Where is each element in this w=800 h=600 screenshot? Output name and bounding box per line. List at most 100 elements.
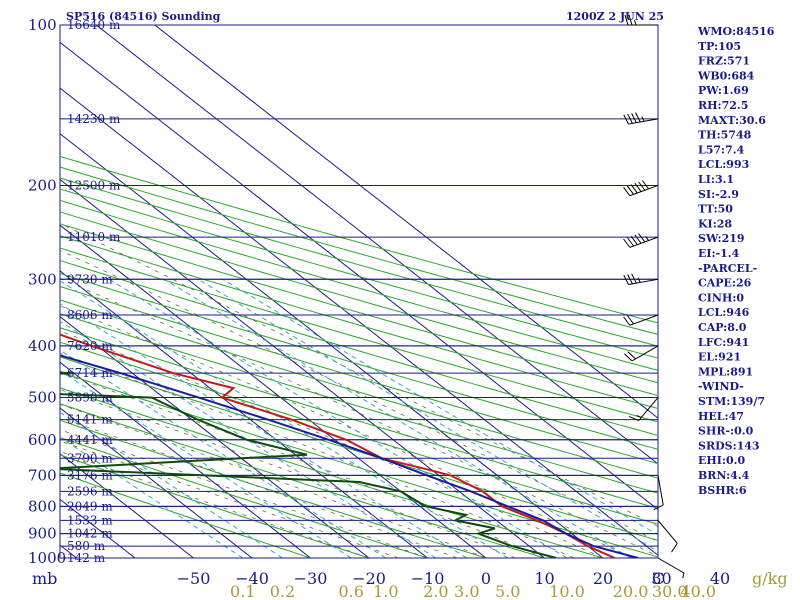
index-value: LFC:941 — [698, 336, 749, 349]
mixing-ratio-tick-label: 40.0 — [680, 582, 716, 600]
mixing-ratio-tick-label: 10.0 — [549, 582, 585, 600]
index-value: TT:50 — [698, 203, 733, 216]
height-label: 9730 m — [67, 272, 113, 286]
chart-title: SP516 (84516) Sounding — [66, 10, 221, 23]
height-label: 580 m — [67, 539, 106, 553]
index-value: SW:219 — [698, 232, 745, 245]
temperature-tick-label: 30 — [651, 569, 671, 588]
height-label: 3176 m — [67, 468, 113, 482]
index-value: HEL:47 — [698, 410, 744, 423]
index-value: LI:3.1 — [698, 173, 734, 186]
index-value: RH:72.5 — [698, 99, 748, 112]
index-value: WB0:684 — [697, 69, 755, 82]
index-value: EL:921 — [698, 351, 741, 364]
height-label: 7620 m — [67, 339, 113, 353]
height-label: 3790 m — [67, 451, 113, 465]
height-label: 142 m — [67, 551, 106, 565]
pressure-tick-label: 700 — [28, 466, 57, 484]
wind-barb — [623, 233, 659, 248]
dewpoint-profile — [60, 371, 557, 558]
index-value: SI:-2.9 — [698, 188, 739, 201]
isotherm-line — [60, 270, 428, 558]
height-label: 5141 m — [67, 413, 113, 427]
isobars — [60, 24, 658, 559]
isotherm-line — [60, 133, 604, 558]
wind-barb — [623, 112, 659, 125]
isotherm-line — [0, 25, 18, 558]
height-label: 12500 m — [67, 178, 121, 192]
temperature-tick-label: 0 — [481, 569, 491, 588]
index-value: CAP:8.0 — [698, 321, 747, 334]
height-label: 14230 m — [67, 112, 121, 126]
wind-barbs — [623, 14, 685, 579]
index-value: L57:7.4 — [698, 143, 745, 156]
moist-adiabat — [60, 404, 487, 558]
mixing-ratio-tick-label: 30.0 — [652, 582, 688, 600]
temperature-tick-label: 20 — [593, 569, 613, 588]
index-value: SHR-:0.0 — [698, 425, 754, 438]
height-label: 4441 m — [67, 433, 113, 447]
index-value: -WIND- — [698, 380, 744, 393]
pressure-tick-label: 900 — [28, 525, 57, 543]
mixing-ratio-tick-label: 0.6 — [338, 582, 363, 600]
mixing-ratio-tick-label: 1.0 — [373, 582, 398, 600]
isotherm-line — [60, 41, 658, 511]
height-label: 2596 m — [67, 484, 113, 498]
mixing-ratio-tick-label: 0.1 — [230, 582, 255, 600]
wind-barb — [623, 273, 659, 286]
mixing-ratio-tick-label: 3.0 — [454, 582, 479, 600]
moist-adiabat — [60, 440, 399, 558]
profiles — [60, 333, 639, 558]
wind-barb — [657, 557, 685, 579]
moist-adiabat — [60, 451, 370, 558]
chart-time: 1200Z 2 JUN 25 — [566, 10, 664, 23]
pressure-tick-label: 300 — [28, 270, 57, 288]
wind-barb — [653, 475, 664, 511]
index-value: -PARCEL- — [698, 262, 757, 275]
mixing-ratio-line — [60, 320, 437, 558]
parcel-profile — [60, 354, 639, 558]
index-value: MPL:891 — [698, 365, 753, 378]
pressure-tick-label: 500 — [28, 389, 57, 407]
isotherm-line — [60, 224, 487, 558]
index-value: SRDS:143 — [698, 439, 760, 452]
height-label: 1533 m — [67, 513, 113, 527]
height-label: 1042 m — [67, 527, 113, 541]
index-value: TH:5748 — [698, 129, 752, 142]
index-value: EHI:0.0 — [698, 454, 745, 467]
temperature-tick-label: −10 — [411, 569, 445, 588]
index-value: STM:139/7 — [698, 395, 765, 408]
moist-adiabat — [60, 352, 574, 558]
isotherm-line — [60, 361, 311, 558]
pressure-tick-label: 1000 — [28, 549, 66, 567]
temperature-tick-label: −50 — [177, 569, 211, 588]
temperature-tick-label: 40 — [710, 569, 730, 588]
index-value: WMO:84516 — [697, 25, 775, 38]
wind-barb — [624, 345, 659, 362]
index-value: BRN:4.4 — [698, 469, 750, 482]
pressure-tick-label: 100 — [28, 16, 57, 34]
index-value: LCL:993 — [698, 158, 749, 171]
isotherm-line — [60, 315, 370, 558]
temperature-tick-label: −20 — [352, 569, 386, 588]
index-value: MAXT:30.6 — [698, 114, 766, 127]
wind-barb — [623, 314, 659, 326]
pressure-tick-label: 800 — [28, 497, 57, 515]
mixing-ratio-unit: g/kg — [752, 569, 788, 588]
index-value: EI:-1.4 — [698, 247, 740, 260]
height-label: 16640 m — [67, 18, 121, 32]
temperature-tick-label: 10 — [534, 569, 554, 588]
height-label: 5890 m — [67, 391, 113, 405]
index-value: FRZ:571 — [698, 55, 750, 68]
height-label: 8606 m — [67, 308, 113, 322]
wind-barb — [624, 14, 658, 26]
wind-barb — [623, 180, 659, 197]
index-value: PW:1.69 — [698, 84, 749, 97]
wind-barb — [628, 397, 659, 421]
height-label: 2049 m — [67, 499, 113, 513]
index-value: TP:105 — [698, 40, 741, 53]
temperature-tick-label: −40 — [235, 569, 269, 588]
